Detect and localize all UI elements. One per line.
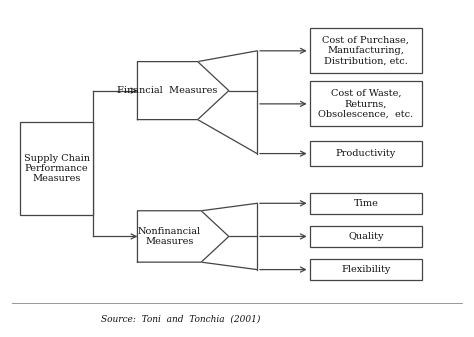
FancyBboxPatch shape xyxy=(310,226,422,247)
Text: Cost of Purchase,
Manufacturing,
Distribution, etc.: Cost of Purchase, Manufacturing, Distrib… xyxy=(322,36,409,66)
Text: Productivity: Productivity xyxy=(336,149,396,158)
Text: Flexibility: Flexibility xyxy=(341,265,391,274)
FancyBboxPatch shape xyxy=(20,122,93,215)
FancyBboxPatch shape xyxy=(310,259,422,280)
Text: Financial  Measures: Financial Measures xyxy=(118,86,218,95)
Text: Nonfinancial
Measures: Nonfinancial Measures xyxy=(138,227,201,246)
Text: Cost of Waste,
Returns,
Obsolescence,  etc.: Cost of Waste, Returns, Obsolescence, et… xyxy=(318,89,413,119)
Polygon shape xyxy=(137,62,229,120)
FancyBboxPatch shape xyxy=(310,28,422,73)
Text: Time: Time xyxy=(354,199,378,208)
FancyBboxPatch shape xyxy=(310,141,422,166)
Text: Quality: Quality xyxy=(348,232,383,241)
Text: Supply Chain
Performance
Measures: Supply Chain Performance Measures xyxy=(24,154,90,183)
FancyBboxPatch shape xyxy=(310,82,422,126)
FancyBboxPatch shape xyxy=(310,192,422,214)
Text: Source:  Toni  and  Tonchia  (2001): Source: Toni and Tonchia (2001) xyxy=(101,315,261,324)
Polygon shape xyxy=(137,211,229,262)
